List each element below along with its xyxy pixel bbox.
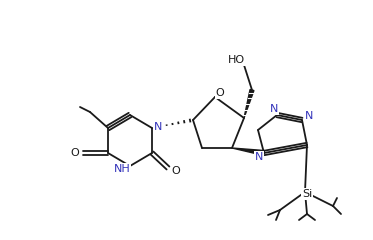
Text: HO: HO: [228, 55, 245, 65]
Text: NH: NH: [114, 164, 131, 174]
Text: O: O: [216, 88, 225, 98]
Text: Si: Si: [302, 189, 312, 199]
Polygon shape: [244, 90, 254, 118]
Polygon shape: [232, 148, 264, 156]
Text: N: N: [270, 104, 278, 114]
Text: O: O: [70, 148, 79, 158]
Text: N: N: [154, 122, 162, 132]
Text: N: N: [305, 111, 313, 121]
Text: N: N: [255, 152, 263, 162]
Text: O: O: [172, 166, 181, 176]
